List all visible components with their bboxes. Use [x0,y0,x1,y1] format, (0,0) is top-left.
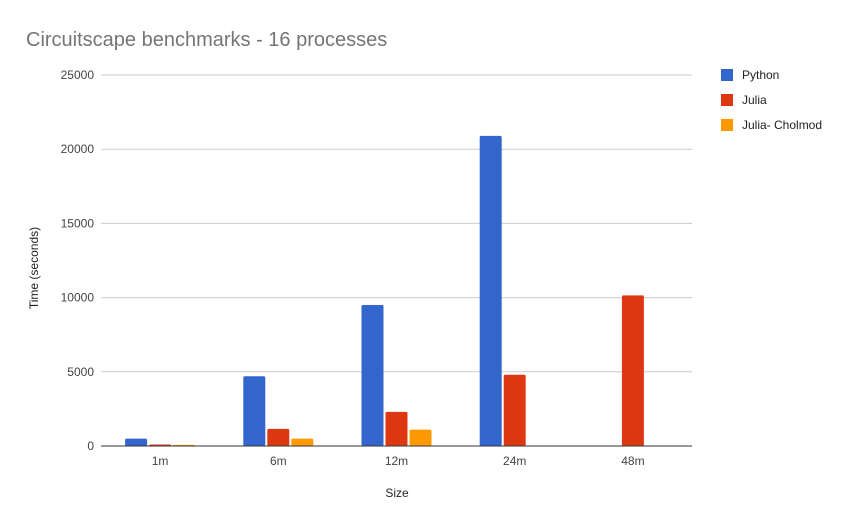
x-tick-label: 24m [503,454,526,468]
bar-julia-24m [503,374,526,446]
x-tick-label: 12m [385,454,408,468]
y-axis-label: Time (seconds) [27,227,41,309]
x-tick-label: 1m [152,454,169,468]
bar-julia-cholmod-6m [291,438,314,446]
x-tick-label: 48m [621,454,644,468]
legend: Python Julia Julia- Cholmod [721,68,822,132]
legend-swatch [721,69,733,81]
x-tick-label: 6m [270,454,287,468]
bar-python-12m [361,305,384,446]
bar-julia-cholmod-12m [409,429,432,446]
y-tick-label: 20000 [61,142,95,156]
legend-label: Julia [742,93,767,107]
bar-julia-48m [621,295,644,446]
bar-python-6m [243,376,266,446]
y-tick-label: 0 [87,439,94,453]
legend-swatch [721,119,733,131]
x-axis-ticks: 1m 6m 12m 24m 48m [152,454,645,468]
bar-julia-6m [267,428,290,446]
bars [125,135,644,446]
y-tick-label: 15000 [61,216,95,230]
grid-lines [101,74,692,373]
y-tick-label: 5000 [67,365,94,379]
bar-python-1m [125,438,148,446]
legend-label: Python [742,68,779,82]
legend-label: Julia- Cholmod [742,118,822,132]
y-axis-ticks: 0 5000 10000 15000 20000 25000 [61,68,95,453]
bar-python-24m [479,135,502,446]
chart-title: Circuitscape benchmarks - 16 processes [26,29,387,51]
legend-swatch [721,94,733,106]
y-tick-label: 25000 [61,68,95,82]
y-tick-label: 10000 [61,291,95,305]
bar-julia-12m [385,411,408,446]
x-axis-label: Size [385,486,409,500]
